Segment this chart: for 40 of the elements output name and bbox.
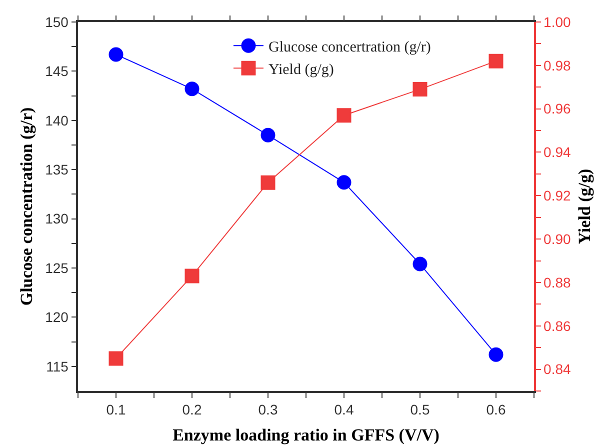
x-tick-label: 0.3: [258, 402, 278, 418]
y-tick-label: 135: [45, 162, 69, 178]
x-tick-label: 0.4: [334, 402, 354, 418]
point: [488, 347, 504, 362]
x-axis-title: Enzyme loading ratio in GFFS (V/V): [172, 425, 440, 444]
x-tick-label: 0.1: [106, 402, 126, 418]
y-tick-label: 115: [46, 358, 69, 374]
y2-tick-label: 0.98: [544, 57, 572, 74]
y2-tick-label: 0.94: [544, 144, 572, 160]
x-tick-label: 0.6: [486, 402, 506, 418]
point: [412, 82, 428, 97]
x-tick-label: 0.5: [410, 402, 430, 418]
y-tick-label: 120: [45, 309, 69, 326]
point: [336, 175, 352, 190]
point: [260, 175, 276, 190]
y-tick-label: 145: [45, 63, 69, 80]
legend-label: Glucose concertration (g/r): [268, 39, 431, 56]
y-tick-label: 150: [45, 14, 69, 30]
point: [260, 128, 276, 142]
y-tick-label: 125: [45, 260, 69, 276]
point: [488, 54, 504, 68]
y2-tick-label: 0.96: [544, 100, 572, 117]
y2-axis-title: Yield (g/g): [574, 168, 594, 244]
y-tick-label: 130: [45, 210, 69, 227]
point: [412, 256, 428, 272]
point: [108, 47, 124, 62]
x-tick-label: 0.2: [182, 402, 202, 418]
y-tick-label: 140: [45, 112, 69, 128]
y2-tick-label: 0.84: [544, 361, 572, 378]
point: [108, 351, 124, 366]
y-axis-title: Glucose concentration (g/r): [17, 107, 36, 306]
point: [336, 108, 352, 123]
y2-tick-label: 0.86: [544, 318, 572, 334]
point: [184, 268, 200, 284]
legend-label: Yield (g/g): [268, 62, 334, 78]
y2-tick-label: 0.92: [544, 188, 572, 204]
y2-tick-label: 0.88: [544, 274, 572, 290]
y2-tick-label: 0.90: [544, 230, 572, 247]
point: [184, 82, 200, 96]
y2-tick-label: 1.00: [544, 14, 572, 30]
